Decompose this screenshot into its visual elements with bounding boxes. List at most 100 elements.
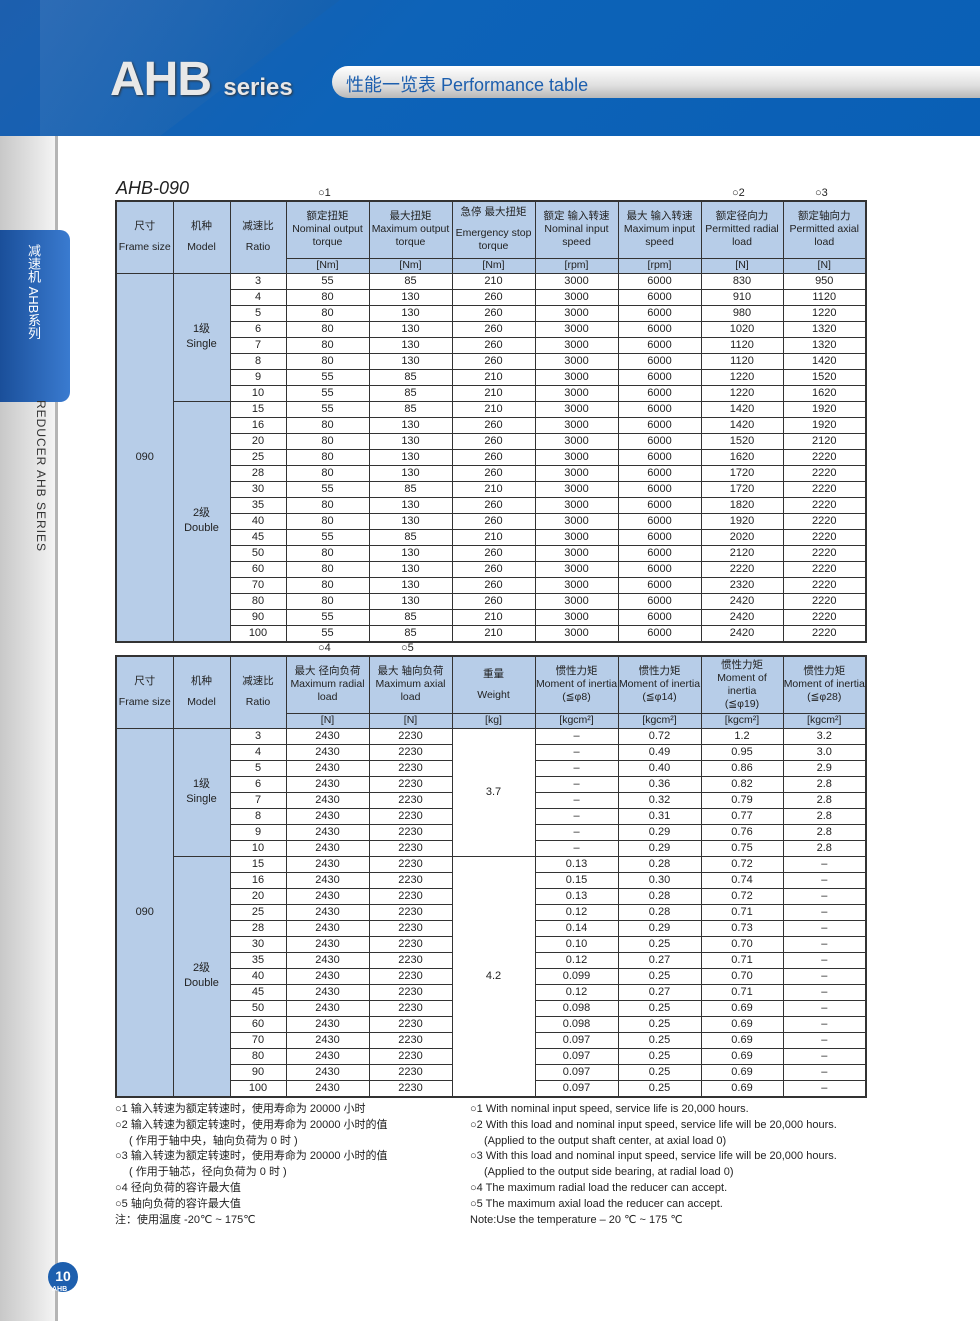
value-cell: 2230	[368, 823, 453, 841]
value-cell: 80	[285, 352, 370, 370]
value-cell: 1620	[700, 448, 784, 466]
value-cell: 2230	[368, 935, 453, 953]
ratio-cell: 8	[229, 352, 287, 370]
model-en: Double	[184, 522, 219, 534]
value-cell: 0.69	[700, 1031, 784, 1049]
header-en: Moment of inertia	[535, 678, 618, 691]
weight-cell: 4.2	[451, 855, 536, 1097]
page-title: 性能一览表 Performance table	[346, 75, 589, 95]
value-cell: 1420	[700, 400, 784, 418]
value-cell: 3000	[534, 480, 619, 498]
value-cell: 210	[451, 272, 536, 290]
value-cell: 0.69	[700, 1063, 784, 1081]
ratio-cell: 4	[229, 288, 287, 306]
value-cell: 1420	[782, 352, 867, 370]
model-cell: 2级 Double	[172, 400, 231, 642]
column-header: 额定径向力 Permitted radial load	[700, 200, 784, 259]
table-row: 80 2430 2230 0.097 0.25 0.69–	[116, 1047, 867, 1065]
value-cell: 6000	[617, 432, 702, 450]
value-cell: 2230	[368, 887, 453, 905]
value-cell: 3000	[534, 624, 619, 642]
value-cell: 260	[451, 576, 536, 594]
value-cell: 0.40	[617, 759, 702, 777]
value-cell: 1220	[700, 384, 784, 402]
model-cn: 1级	[192, 323, 211, 335]
performance-table: 尺寸 Frame size 机种 Model 减速比 Ratio 额定扭矩 Nominal o…	[115, 200, 867, 643]
table-row: 5 80 130 260 3000 6000 980 1220	[116, 304, 867, 322]
table-row: 70 2430 2230 0.097 0.25 0.69–	[116, 1031, 867, 1049]
value-cell: 55	[285, 384, 370, 402]
value-cell: 0.49	[617, 743, 702, 761]
note-mark-2: ○2	[732, 187, 745, 199]
value-cell: 80	[285, 304, 370, 322]
value-cell: 210	[451, 480, 536, 498]
value-cell: 2.8	[782, 823, 867, 841]
table-row: 7 2430 2230 –0.32 0.79 2.8	[116, 791, 867, 809]
value-cell: –	[782, 887, 867, 905]
table-row: 25 80 130 260 3000 6000 1620 2220	[116, 448, 867, 466]
note-mark-5: ○5	[401, 642, 414, 654]
value-cell: 2120	[700, 544, 784, 562]
table-row: 100 55 85 210 3000 6000 2420 2220	[116, 624, 867, 642]
header-row: 尺寸 Frame size 机种 Model 减速比 Ratio 额定扭矩 Nominal o…	[115, 200, 867, 274]
column-header: 最大 输入转速 Maximum input speed	[617, 200, 702, 259]
value-cell: 260	[451, 320, 536, 338]
note-line: ○5 The maximum axial load the reducer ca…	[470, 1197, 723, 1210]
value-cell: 1020	[700, 320, 784, 338]
table-row: 9 55 85 210 3000 6000 1220 1520	[116, 368, 867, 386]
ratio-cell: 16	[229, 416, 287, 434]
value-cell: 260	[451, 432, 536, 450]
value-cell: 0.27	[617, 951, 702, 969]
ratio-cell: 35	[229, 951, 287, 969]
value-cell: 260	[451, 496, 536, 514]
table-row: 9 2430 2230 –0.29 0.76 2.8	[116, 823, 867, 841]
note-line: ○1 输入转速为额定转速时，使用寿命为 20000 小时	[115, 1103, 366, 1115]
table-row: 60 80 130 260 3000 6000 2220 2220	[116, 560, 867, 578]
ratio-cell: 100	[229, 1079, 287, 1097]
value-cell: 85	[368, 608, 453, 626]
unit-cell: [rpm]	[534, 257, 619, 274]
ratio-cell: 30	[229, 935, 287, 953]
header-cn: 尺寸	[134, 220, 156, 233]
value-cell: 55	[285, 272, 370, 290]
value-cell: 0.69	[700, 1079, 784, 1097]
value-cell: 2220	[782, 496, 867, 514]
ratio-cell: 45	[229, 528, 287, 546]
ratio-cell: 50	[229, 544, 287, 562]
value-cell: 950	[782, 272, 867, 290]
value-cell: 0.71	[700, 903, 784, 921]
value-cell: 0.76	[700, 823, 784, 841]
header-row: 尺寸 Frame size 机种 Model 减速比 Ratio 最大 径向负荷 Maximu…	[115, 655, 867, 729]
model-cn: 2级	[192, 507, 211, 519]
value-cell: –	[534, 743, 619, 761]
value-cell: 2.8	[782, 839, 867, 857]
column-header: 惯性力矩 Moment of inertia (≦φ28)	[782, 655, 867, 714]
value-cell: 2230	[368, 919, 453, 937]
value-cell: 2220	[782, 576, 867, 594]
column-header: 机种 Model	[172, 655, 231, 729]
value-cell: 2420	[700, 592, 784, 610]
value-cell: 3000	[534, 368, 619, 386]
value-cell: 80	[285, 416, 370, 434]
value-cell: 1120	[700, 352, 784, 370]
value-cell: 0.12	[534, 951, 619, 969]
value-cell: 80	[285, 464, 370, 482]
value-cell: 2230	[368, 775, 453, 793]
value-cell: 0.71	[700, 951, 784, 969]
value-cell: 0.28	[617, 855, 702, 873]
table-row: 6 80 130 260 3000 6000 1020 1320	[116, 320, 867, 338]
value-cell: 3000	[534, 352, 619, 370]
ratio-cell: 10	[229, 384, 287, 402]
value-cell: 0.29	[617, 823, 702, 841]
value-cell: 2430	[285, 839, 370, 857]
table-row: 090 1级 Single 3 55 85 210 3000 6000 830 950	[115, 272, 867, 642]
value-cell: 85	[368, 400, 453, 418]
ratio-cell: 70	[229, 1031, 287, 1049]
value-cell: 2230	[368, 1079, 453, 1097]
value-cell: 0.69	[700, 1015, 784, 1033]
value-cell: 0.25	[617, 967, 702, 985]
ratio-cell: 20	[229, 432, 287, 450]
note-line: (Applied to the output side bearing, at …	[484, 1166, 734, 1179]
value-cell: 1.2	[700, 727, 784, 745]
value-cell: 0.75	[700, 839, 784, 857]
